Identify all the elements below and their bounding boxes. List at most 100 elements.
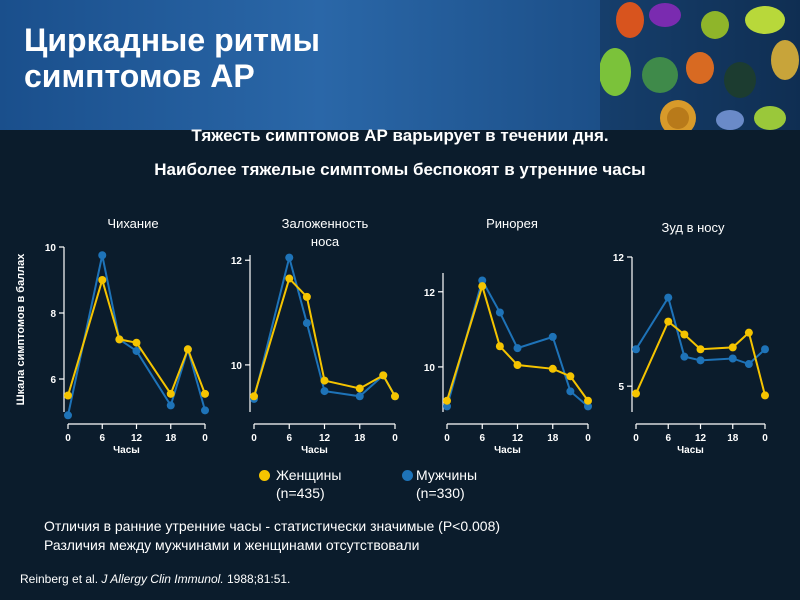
chart-3-point-women-5: [566, 372, 575, 381]
legend-women-label: Женщины: [276, 467, 342, 483]
chart-4-y-tick-label-0: 5: [618, 382, 624, 393]
legend-men: Мужчины (n=330): [416, 466, 477, 502]
chart-1-point-women-4: [166, 389, 175, 398]
chart-3-point-women-6: [584, 396, 592, 405]
pollen-illustration-icon: [600, 0, 800, 130]
title-line-2: симптомов АР: [24, 58, 255, 94]
chart-3-y-tick-label-0: 10: [424, 363, 436, 374]
source-citation: Reinberg et al. J Allergy Clin Immunol. …: [20, 572, 290, 586]
chart-4-x-tick-label-1: 6: [665, 433, 671, 444]
chart-2-point-women-3: [320, 376, 329, 385]
chart-4-point-men-1: [664, 293, 673, 302]
chart-1-x-tick-label-3: 18: [165, 433, 177, 444]
chart-1-point-men-4: [166, 401, 175, 410]
page-title: Циркадные ритмы симптомов АР: [24, 22, 444, 94]
chart-1-title: Чихание: [107, 216, 158, 231]
chart-3-point-men-0: [443, 402, 451, 411]
chart-3-x-tick-label-2: 12: [512, 433, 524, 444]
chart-1-line-women: [67, 276, 206, 397]
chart-3-point-women-2: [495, 342, 504, 351]
chart-2-point-women-4: [355, 384, 364, 393]
chart-1-y-tick-label-0: 6: [50, 375, 56, 386]
chart-1-xlabel: Часы: [113, 445, 140, 456]
chart-2-point-women-6: [391, 392, 399, 401]
chart-2-title-line-2: носа: [311, 234, 340, 249]
chart-2-point-men-1: [285, 253, 294, 262]
source-authors: Reinberg et al.: [20, 572, 99, 586]
chart-4-y-tick-label-1: 12: [613, 253, 625, 264]
chart-1-point-women-5: [183, 345, 192, 354]
chart-3-point-women-0: [443, 396, 451, 405]
chart-3-point-men-6: [584, 402, 592, 411]
chart-2-y-tick-label-1: 12: [231, 256, 243, 267]
chart-1-point-men-3: [132, 346, 141, 355]
chart-3-title: Ринорея: [486, 216, 538, 231]
chart-4-x-tick-label-0: 0: [633, 433, 639, 444]
chart-2-title-line-1: Заложенность: [282, 216, 369, 231]
chart-2-point-women-1: [285, 274, 294, 283]
legend-men-label: Мужчины: [416, 467, 478, 483]
chart-4-point-men-6: [761, 345, 769, 354]
subtitle-line-1: Тяжесть симптомов АР варьирует в течении…: [191, 126, 609, 145]
chart-3-point-men-4: [548, 332, 557, 341]
chart-4-point-women-0: [632, 389, 640, 398]
note-significance: Отличия в ранние утренние часы - статист…: [44, 518, 501, 534]
chart-3-x-tick-label-3: 18: [547, 433, 559, 444]
note-no-difference: Различия между мужчинами и женщинами отс…: [44, 537, 420, 553]
chart-3-point-women-1: [478, 282, 487, 291]
legend-men-n: (n=330): [416, 485, 465, 501]
chart-3-point-women-3: [513, 361, 522, 370]
chart-2-point-men-4: [355, 392, 364, 401]
chart-2-x-tick-label-2: 12: [319, 433, 331, 444]
header-banner: Циркадные ритмы симптомов АР: [0, 0, 800, 130]
chart-4-x-tick-label-2: 12: [695, 433, 707, 444]
chart-4-point-men-5: [744, 360, 753, 369]
chart-2-point-women-0: [250, 392, 258, 401]
chart-3-line-men: [446, 277, 589, 408]
chart-4-point-men-2: [680, 352, 689, 361]
legend-dot-women: [259, 470, 270, 481]
legend-dot-men: [402, 470, 413, 481]
chart-4-x-tick-label-4: 0: [762, 433, 768, 444]
chart-1-x-tick-label-2: 12: [131, 433, 143, 444]
chart-4-x-tick-label-3: 18: [727, 433, 739, 444]
chart-1-point-women-2: [115, 335, 124, 344]
chart-1-point-women-0: [64, 391, 72, 400]
chart-4-point-men-4: [728, 354, 737, 363]
chart-3-point-men-5: [566, 387, 575, 396]
chart-2-point-men-2: [302, 319, 311, 328]
subtitle-line-2: Наиболее тяжелые симптомы беспокоят в ут…: [154, 160, 646, 179]
chart-1-point-women-6: [201, 389, 209, 398]
chart-3-point-men-2: [495, 308, 504, 317]
chart-1-point-women-3: [132, 338, 141, 347]
chart-3-x-tick-label-1: 6: [479, 433, 485, 444]
chart-4-point-men-3: [696, 356, 705, 365]
chart-4-point-women-3: [696, 345, 705, 354]
chart-1-line-men: [67, 255, 206, 416]
title-line-1: Циркадные ритмы: [24, 22, 320, 58]
chart-2-point-men-3: [320, 387, 329, 396]
chart-1-point-men-1: [98, 251, 107, 260]
chart-3-point-men-1: [478, 276, 487, 285]
chart-2-xlabel: Часы: [301, 445, 328, 456]
chart-4-point-women-4: [728, 343, 737, 352]
chart-2-x-tick-label-4: 0: [392, 433, 398, 444]
chart-1-x-tick-label-0: 0: [65, 433, 71, 444]
chart-3-point-women-4: [548, 364, 557, 373]
chart-4-xlabel: Часы: [677, 445, 704, 456]
legend-women-n: (n=435): [276, 485, 325, 501]
chart-3-x-tick-label-0: 0: [444, 433, 450, 444]
chart-3-y-tick-label-1: 12: [424, 288, 436, 299]
chart-4-point-women-5: [744, 328, 753, 337]
chart-3-point-men-3: [513, 344, 522, 353]
chart-4-title: Зуд в носу: [661, 220, 725, 235]
chart-1-ylabel: Шкала симптомов в баллах: [15, 253, 27, 406]
legend-women: Женщины (n=435): [276, 466, 341, 502]
chart-2-point-women-5: [379, 371, 388, 380]
chart-1-x-tick-label-1: 6: [99, 433, 105, 444]
chart-1-point-men-6: [201, 406, 209, 415]
chart-2-y-tick-label-0: 10: [231, 361, 243, 372]
chart-2-x-tick-label-1: 6: [286, 433, 292, 444]
chart-4-point-women-1: [664, 317, 673, 326]
chart-2-x-tick-label-0: 0: [251, 433, 257, 444]
